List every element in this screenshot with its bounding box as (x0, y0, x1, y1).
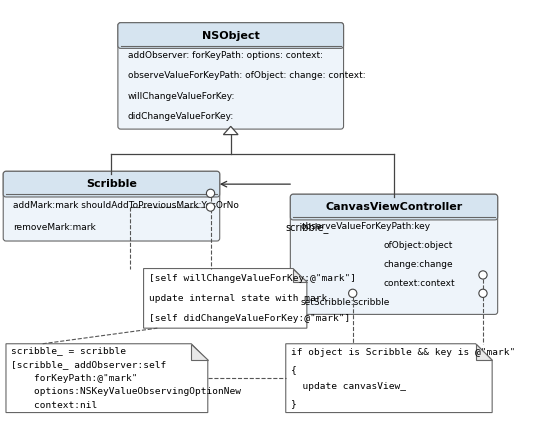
Text: willChangeValueForKey:: willChangeValueForKey: (128, 92, 235, 101)
Polygon shape (286, 344, 492, 413)
Text: observeValueForKeyPath:key: observeValueForKeyPath:key (300, 222, 431, 231)
Text: setScribble:scribble: setScribble:scribble (300, 298, 390, 307)
Text: removeMark:mark: removeMark:mark (13, 223, 96, 232)
Text: ofObject:object: ofObject:object (384, 241, 453, 250)
Text: options:NSKeyValueObservingOptionNew: options:NSKeyValueObservingOptionNew (12, 388, 241, 396)
Text: scribble_ = scribble: scribble_ = scribble (12, 346, 127, 355)
Text: {: { (292, 365, 297, 374)
Text: update internal state with mark: update internal state with mark (149, 294, 327, 303)
Circle shape (479, 289, 487, 297)
Text: CanvasViewController: CanvasViewController (326, 202, 463, 212)
Polygon shape (191, 344, 208, 360)
FancyBboxPatch shape (3, 171, 219, 241)
Text: update canvasView_: update canvasView_ (292, 382, 406, 391)
Polygon shape (6, 344, 208, 413)
Text: [scribble_ addObserver:self: [scribble_ addObserver:self (12, 360, 167, 369)
Text: if object is Scribble && key is @"mark": if object is Scribble && key is @"mark" (292, 348, 515, 357)
FancyBboxPatch shape (290, 194, 498, 314)
Text: scribble_: scribble_ (286, 222, 329, 233)
Circle shape (206, 189, 214, 198)
Polygon shape (476, 344, 492, 360)
Text: [self didChangeValueForKey:@"mark"]: [self didChangeValueForKey:@"mark"] (149, 314, 350, 323)
Text: NSObject: NSObject (202, 31, 260, 41)
Circle shape (349, 289, 357, 297)
Text: forKeyPath:@"mark": forKeyPath:@"mark" (12, 374, 138, 383)
Circle shape (479, 271, 487, 279)
Polygon shape (293, 268, 307, 283)
Polygon shape (223, 126, 238, 134)
Text: addObserver: forKeyPath: options: context:: addObserver: forKeyPath: options: contex… (128, 51, 323, 60)
FancyBboxPatch shape (290, 194, 498, 220)
Text: observeValueForKeyPath: ofObject: change: context:: observeValueForKeyPath: ofObject: change… (128, 71, 366, 81)
Text: addMark:mark shouldAddToPreviousMark:YesOrNo: addMark:mark shouldAddToPreviousMark:Yes… (13, 201, 239, 210)
Text: change:change: change:change (384, 260, 454, 269)
FancyBboxPatch shape (118, 23, 344, 48)
Text: Scribble: Scribble (86, 179, 137, 189)
Text: context:nil: context:nil (12, 401, 98, 410)
Text: didChangeValueForKey:: didChangeValueForKey: (128, 112, 234, 121)
Text: context:context: context:context (384, 279, 455, 288)
FancyBboxPatch shape (3, 171, 219, 197)
FancyBboxPatch shape (118, 23, 344, 129)
Circle shape (206, 203, 214, 211)
Text: [self willChangeValueForKey:@"mark"]: [self willChangeValueForKey:@"mark"] (149, 274, 356, 283)
Text: }: } (292, 399, 297, 409)
Polygon shape (144, 268, 307, 328)
